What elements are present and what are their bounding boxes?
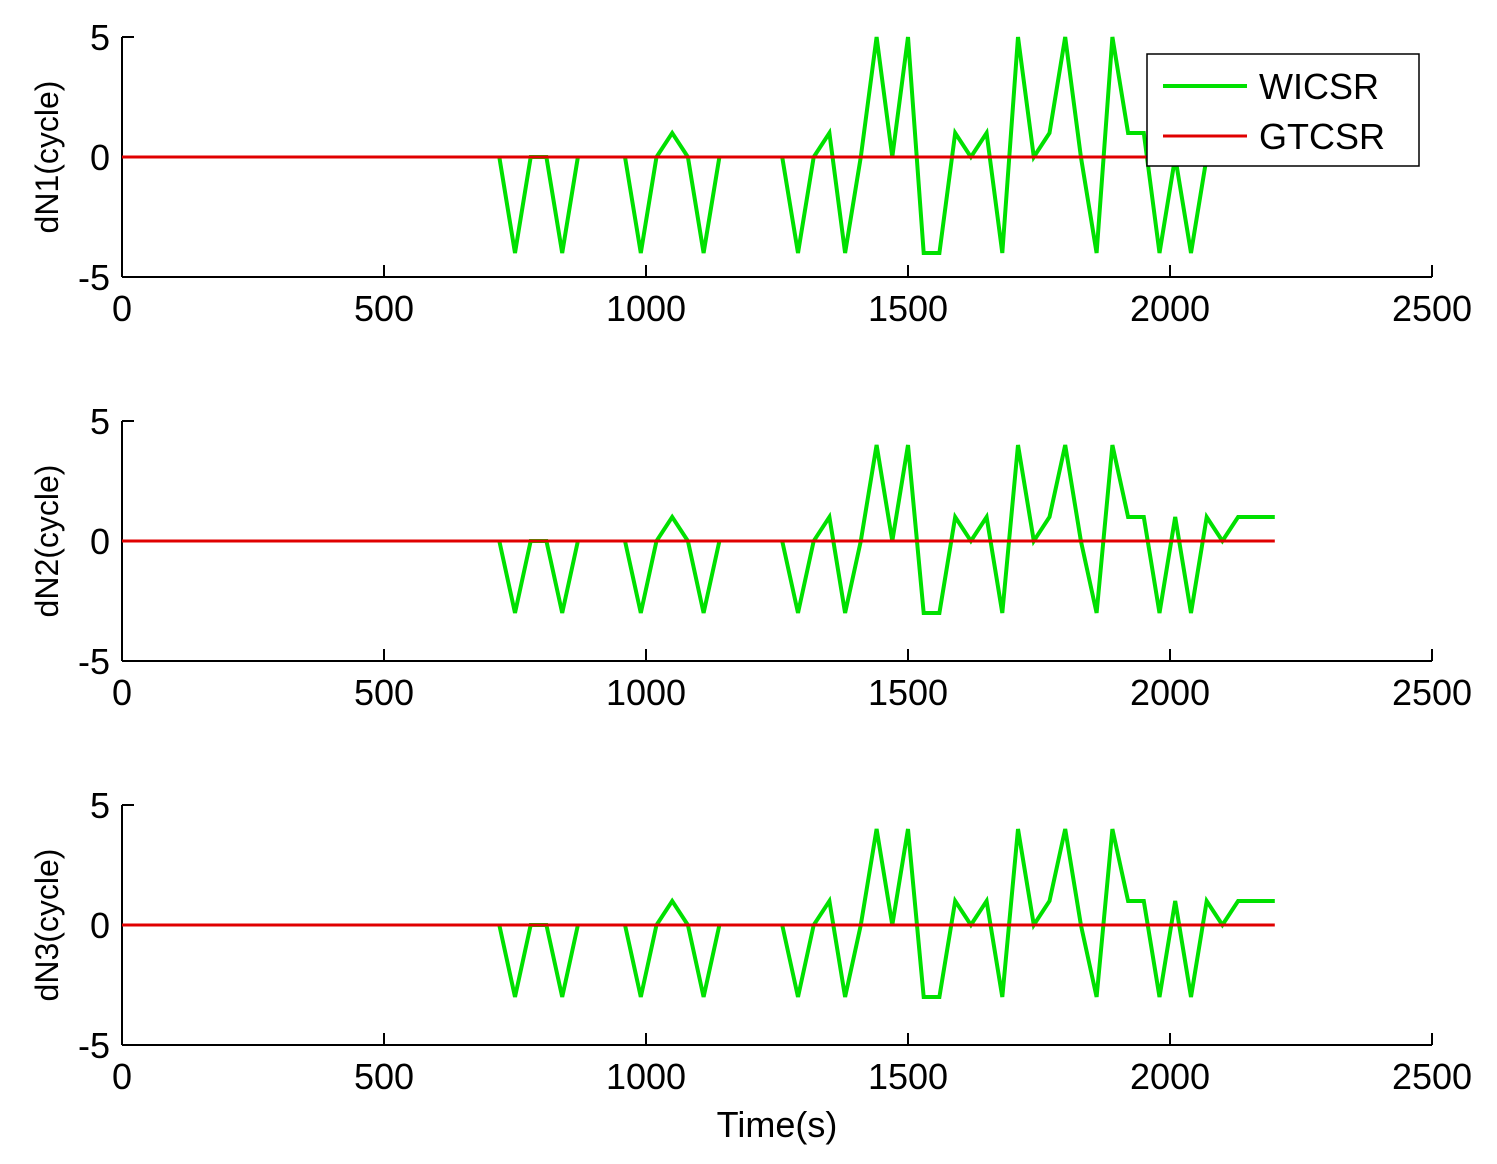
y-tick-label: 5 [90, 785, 110, 826]
x-axis-label: Time(s) [717, 1104, 838, 1145]
x-tick-label: 1500 [868, 672, 948, 713]
x-tick-label: 1000 [606, 1056, 686, 1097]
x-tick-label: 1000 [606, 288, 686, 329]
x-tick-label: 2000 [1130, 1056, 1210, 1097]
y-tick-label: -5 [78, 257, 110, 298]
x-tick-label: 1000 [606, 672, 686, 713]
x-tick-label: 2500 [1392, 288, 1472, 329]
legend-label: GTCSR [1259, 116, 1385, 157]
y-tick-label: -5 [78, 641, 110, 682]
x-tick-label: 1500 [868, 1056, 948, 1097]
x-tick-label: 2000 [1130, 672, 1210, 713]
series-line-wicsr [497, 444, 1275, 615]
y-tick-label: 5 [90, 401, 110, 442]
x-tick-label: 1500 [868, 288, 948, 329]
y-axis-label: dN3(cycle) [29, 849, 65, 1002]
x-tick-label: 500 [354, 1056, 414, 1097]
x-tick-label: 2500 [1392, 672, 1472, 713]
series-line-wicsr [497, 828, 1275, 999]
x-tick-label: 0 [112, 1056, 132, 1097]
series-line-wicsr [497, 36, 1209, 255]
x-tick-label: 0 [112, 288, 132, 329]
x-tick-label: 500 [354, 672, 414, 713]
x-tick-label: 2000 [1130, 288, 1210, 329]
y-axis-label: dN1(cycle) [29, 81, 65, 234]
panel-3: 0 500 1000 1500 2000 250050-5dN3(cycle)Time(s… [29, 785, 1472, 1145]
y-tick-label: 0 [90, 137, 110, 178]
y-axis-label: dN2(cycle) [29, 465, 65, 618]
y-tick-label: -5 [78, 1025, 110, 1066]
legend-box [1146, 53, 1420, 167]
y-tick-label: 5 [90, 17, 110, 58]
x-tick-label: 500 [354, 288, 414, 329]
x-tick-label: 0 [112, 672, 132, 713]
legend-label: WICSR [1259, 66, 1379, 107]
y-tick-label: 0 [90, 905, 110, 946]
y-tick-label: 0 [90, 521, 110, 562]
x-tick-label: 2500 [1392, 1056, 1472, 1097]
legend: WICSR GTCSR [1146, 53, 1420, 167]
